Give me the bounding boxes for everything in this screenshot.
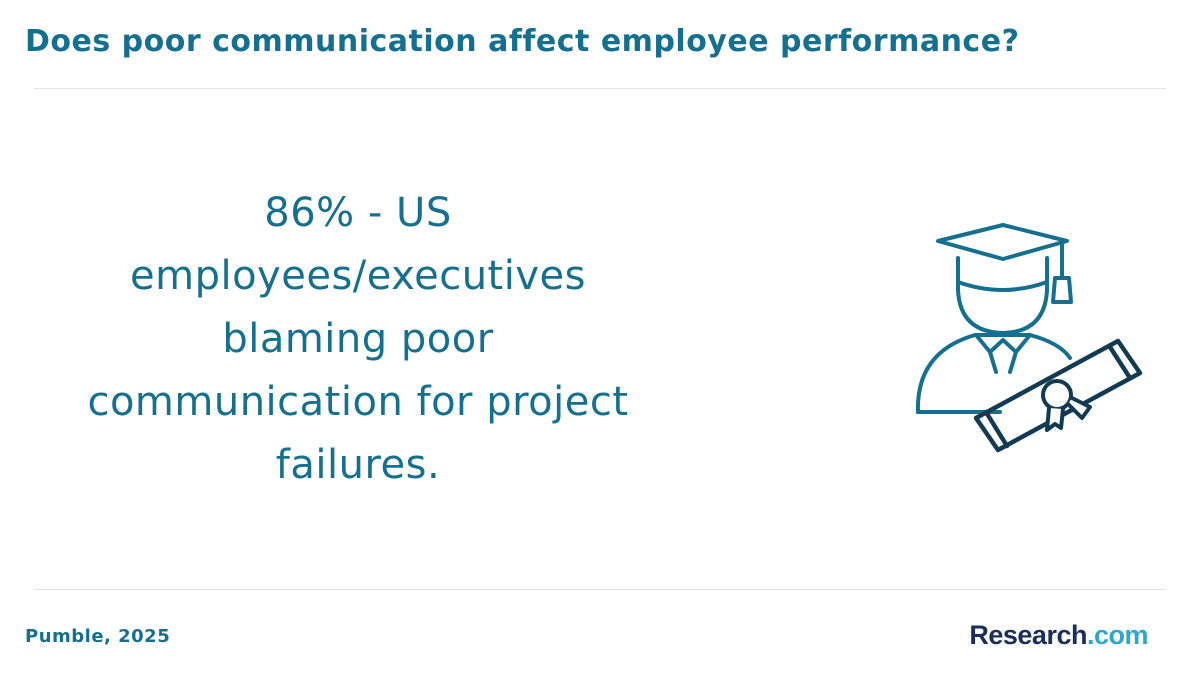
- brand-tld: .com: [1086, 620, 1149, 650]
- brand-logo[interactable]: Research.com: [969, 620, 1148, 651]
- graduate-head: [956, 256, 1049, 335]
- graduate-collar-inner: [988, 350, 1018, 374]
- graduate-hairline: [956, 280, 1049, 292]
- cap-tassel-end: [1051, 276, 1073, 304]
- header-divider: [34, 88, 1166, 89]
- mortarboard-cap: [936, 223, 1069, 261]
- diploma-seal: [1041, 379, 1092, 432]
- source-citation: Pumble, 2025: [25, 626, 171, 647]
- brand-name: Research: [969, 620, 1087, 650]
- graduate-with-diploma-icon: [915, 223, 1143, 453]
- graduate-collar: [974, 333, 1032, 354]
- page-title: Does poor communication affect employee …: [25, 24, 1020, 59]
- diploma-scroll: [973, 338, 1143, 453]
- footer-divider: [34, 589, 1166, 590]
- statistic-text: 86% - US employees/executives blaming po…: [87, 190, 629, 488]
